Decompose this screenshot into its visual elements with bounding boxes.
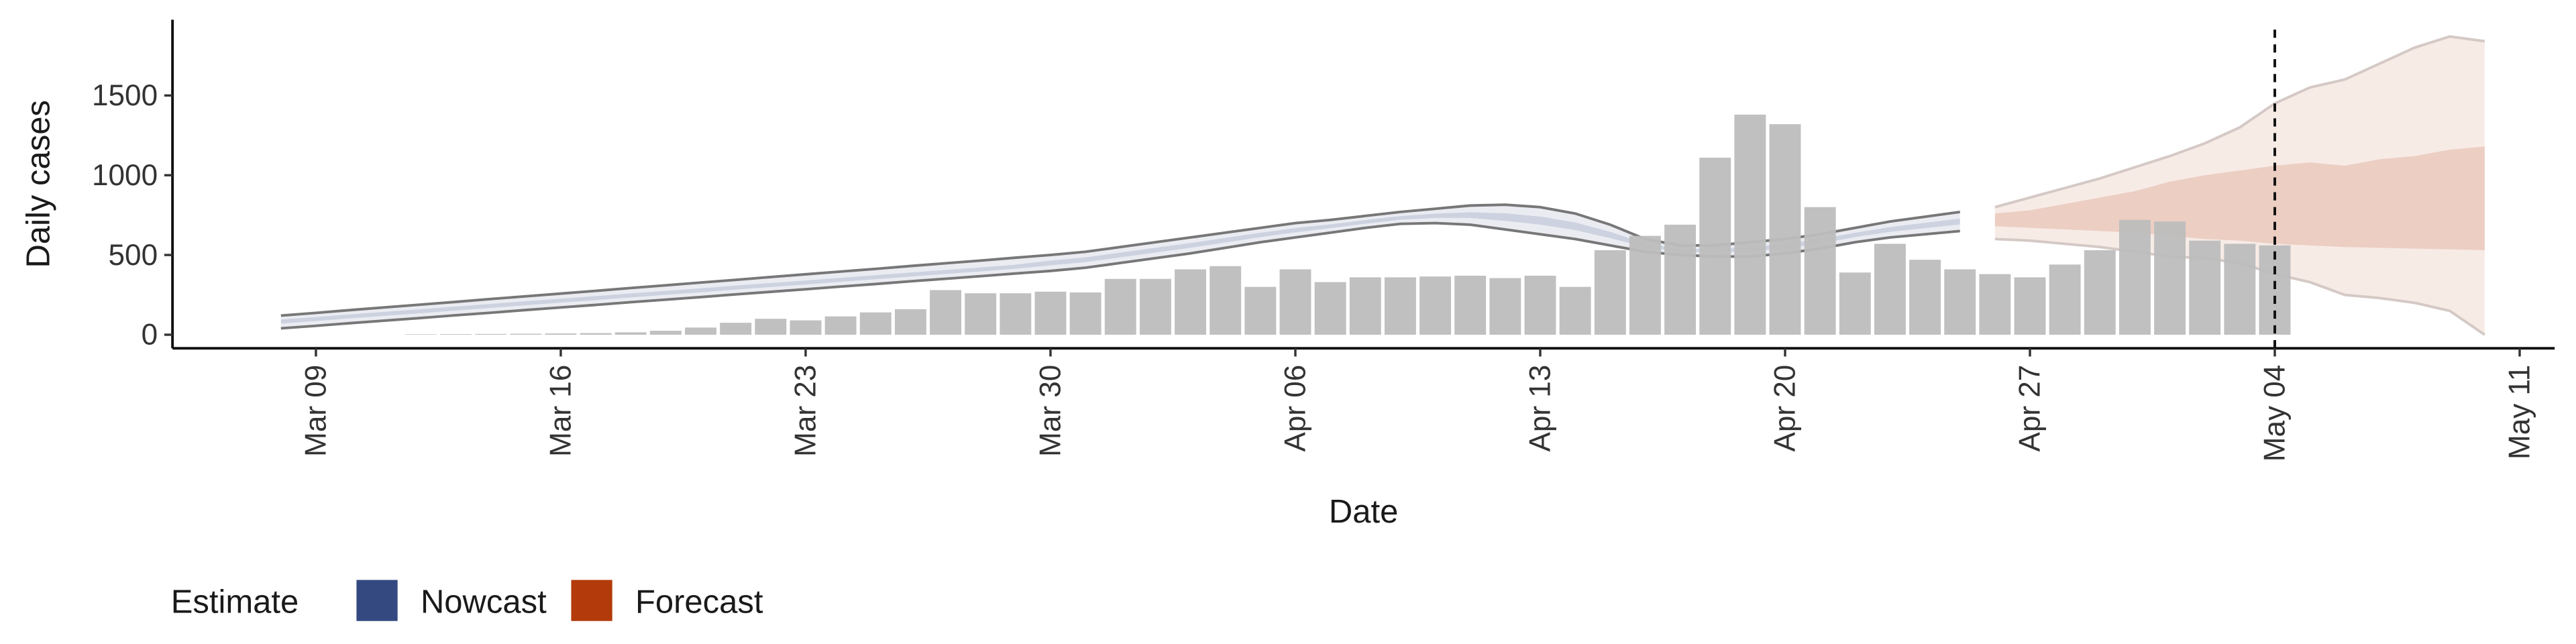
x-tick-label: Apr 20 [1769,365,1802,452]
y-axis-title: Daily cases [20,100,56,268]
bar [2224,244,2256,335]
bar [1699,158,1731,335]
bar [2084,250,2116,335]
bar [824,316,857,335]
bar [1069,292,1102,335]
legend-swatch [356,580,398,621]
x-axis-title: Date [1329,494,1398,530]
bar [1489,278,1521,335]
bar [1944,269,1976,335]
bar [1839,272,1871,335]
legend-label: Nowcast [421,584,547,620]
bar [1874,244,1906,335]
bar [1034,291,1067,335]
bar [649,331,682,335]
outer-band [1994,36,2485,335]
bar [2154,221,2186,335]
bar [859,312,892,335]
y-tick-label: 1000 [92,159,158,192]
bar [614,332,647,335]
bar [2049,264,2081,335]
bar [1804,207,1836,335]
bar [1244,286,1277,335]
bar [1279,269,1311,335]
bar [1104,278,1136,335]
legend-label: Forecast [635,584,763,620]
bar [755,319,787,335]
y-tick-label: 500 [109,239,158,272]
legend-title: Estimate [171,584,299,620]
bar [2118,219,2151,335]
bar [1419,276,1452,335]
bar [580,333,612,335]
x-tick-label: May 11 [2504,365,2536,460]
bar [510,333,542,335]
x-tick-label: Mar 30 [1034,365,1067,457]
bar [1629,235,1661,335]
bar [1734,114,1766,335]
bar [1349,277,1381,335]
bar [720,323,752,335]
bar [790,320,822,335]
x-tick-label: Mar 16 [545,365,578,457]
bar [2259,245,2291,335]
bar [1000,293,1032,335]
bar [440,334,472,335]
x-tick-label: May 04 [2259,365,2292,462]
bar [930,290,961,335]
band-edge [1994,35,2485,209]
inner-band [1994,146,2485,250]
bar [1594,250,1626,335]
bar [685,327,716,335]
bar [1909,260,1941,335]
bar [1314,282,1346,335]
bar [1175,269,1207,335]
y-tick-label: 1500 [92,79,158,112]
legend-swatch [571,580,612,621]
bar [1384,277,1416,335]
x-tick-label: Apr 06 [1279,365,1312,452]
bar [1769,124,1801,335]
bar [965,293,997,335]
y-tick-label: 0 [142,319,158,352]
bar [1979,274,2011,335]
x-tick-label: Apr 27 [2014,365,2047,452]
x-tick-label: Mar 23 [790,365,822,457]
bar [545,333,577,335]
bar [1139,278,1171,335]
bar [2014,277,2046,335]
bar [1210,266,1242,335]
bar [1524,276,1556,335]
bar [405,334,437,335]
bar [894,309,926,335]
bar [1664,224,1697,335]
bar [475,333,507,335]
x-tick-label: Apr 13 [1524,365,1557,452]
bar [1559,286,1591,335]
bar [1454,276,1487,335]
x-tick-label: Mar 09 [300,365,333,457]
bar [2189,240,2221,335]
